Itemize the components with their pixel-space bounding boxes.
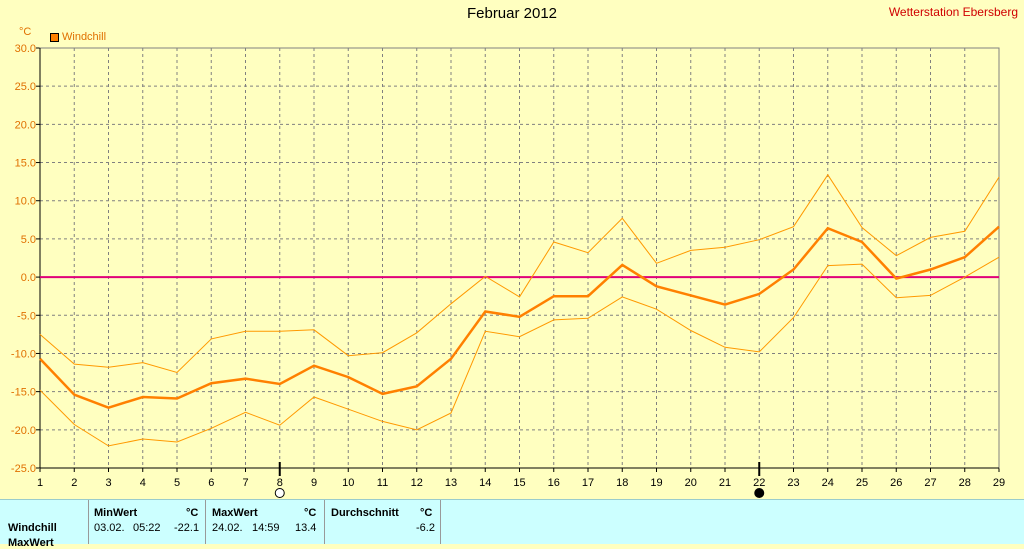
min-header: MinWert <box>94 507 138 519</box>
x-tick-label: 5 <box>174 477 180 489</box>
x-tick-label: 13 <box>445 477 457 489</box>
x-tick-label: 18 <box>616 477 628 489</box>
separator <box>440 500 441 544</box>
y-tick-label: -10.0 <box>11 348 36 360</box>
series-line-average <box>39 225 1000 410</box>
separator <box>205 500 206 544</box>
x-tick-label: 25 <box>856 477 868 489</box>
x-tick-label: 26 <box>890 477 902 489</box>
x-tick-label: 1 <box>37 477 43 489</box>
min-unit: °C <box>186 507 199 519</box>
legend: Windchill <box>50 31 106 43</box>
y-tick-label: -20.0 <box>11 425 36 437</box>
x-tick-label: 3 <box>105 477 111 489</box>
separator <box>88 500 89 544</box>
max-header: MaxWert <box>212 507 258 519</box>
avg-value: -6.2 <box>416 522 435 534</box>
x-tick-label: 8 <box>277 477 283 489</box>
y-tick-label: 20.0 <box>15 119 36 131</box>
x-tick-label: 22 <box>753 477 765 489</box>
x-tick-label: 24 <box>822 477 834 489</box>
max-unit: °C <box>304 507 317 519</box>
x-tick-label: 2 <box>71 477 77 489</box>
x-tick-label: 19 <box>650 477 662 489</box>
series-line-max <box>39 173 1000 374</box>
x-tick-label: 9 <box>311 477 317 489</box>
legend-swatch <box>50 32 59 42</box>
x-tick-label: 21 <box>719 477 731 489</box>
x-tick-label: 16 <box>548 477 560 489</box>
y-tick-label: 0.0 <box>21 272 36 284</box>
y-tick-label: 5.0 <box>21 234 36 246</box>
x-tick-label: 17 <box>582 477 594 489</box>
x-tick-label: 29 <box>993 477 1005 489</box>
new-moon-icon <box>754 488 765 498</box>
x-tick-label: 6 <box>208 477 214 489</box>
x-tick-label: 20 <box>685 477 697 489</box>
stats-row-label-2: MaxWert <box>8 537 54 549</box>
y-tick-label: 25.0 <box>15 81 36 93</box>
max-time: 14:59 <box>252 522 280 534</box>
x-tick-label: 11 <box>377 477 388 489</box>
separator <box>324 500 325 544</box>
min-date: 03.02. <box>94 522 125 534</box>
x-tick-label: 28 <box>959 477 971 489</box>
x-tick-label: 15 <box>513 477 525 489</box>
y-tick-label: -25.0 <box>11 463 36 475</box>
full-moon-icon <box>274 488 285 498</box>
min-value: -22.1 <box>174 522 200 534</box>
avg-header: Durchschnitt <box>331 507 399 519</box>
x-tick-label: 27 <box>924 477 936 489</box>
y-tick-label: -15.0 <box>11 387 36 399</box>
y-tick-label: 30.0 <box>15 43 36 55</box>
y-tick-label: -5.0 <box>17 310 36 322</box>
max-value: 13.4 <box>295 522 317 534</box>
y-tick-label: 10.0 <box>15 196 36 208</box>
x-tick-label: 12 <box>411 477 423 489</box>
series-line-min <box>39 256 1000 447</box>
stats-panel: Windchill MaxWert MinWert °C 03.02. 05:2… <box>0 499 1024 549</box>
x-tick-label: 7 <box>242 477 248 489</box>
chart-plot: 30.0 25.0 20.0 15.0 10.0 5.0 0.0 -5.0 -10.0 -15.0… <box>11 43 1005 498</box>
station-label: Wetterstation Ebersberg <box>888 5 1018 19</box>
x-tick-label: 10 <box>342 477 354 489</box>
y-axis-unit: °C <box>19 26 32 38</box>
chart-title: Februar 2012 <box>466 5 558 22</box>
x-tick-label: 14 <box>479 477 491 489</box>
max-date: 24.02. <box>212 522 243 534</box>
y-tick-label: 15.0 <box>15 158 36 170</box>
avg-unit: °C <box>420 507 433 519</box>
min-time: 05:22 <box>133 522 161 534</box>
stats-row-label: Windchill <box>8 522 57 534</box>
x-tick-label: 4 <box>140 477 146 489</box>
x-tick-label: 23 <box>787 477 799 489</box>
legend-label: Windchill <box>62 31 107 43</box>
